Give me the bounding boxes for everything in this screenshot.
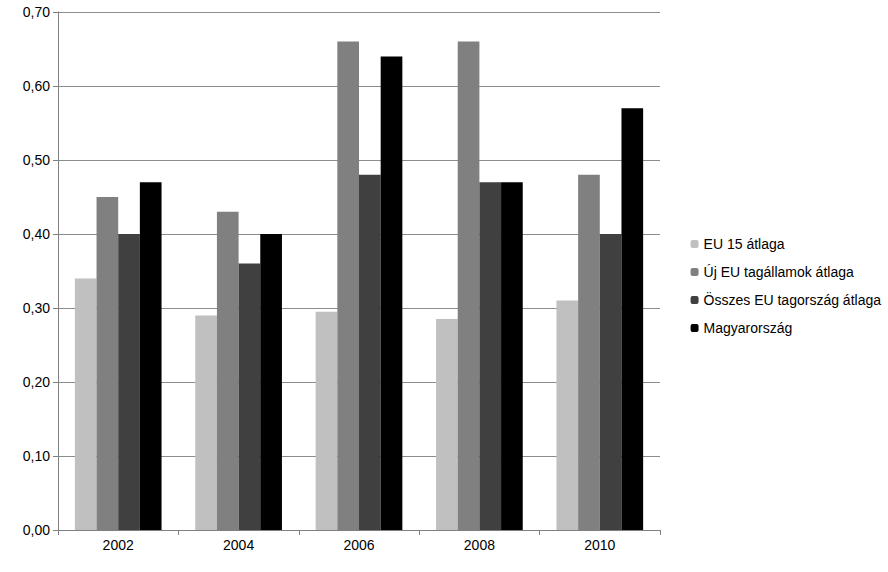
svg-text:0,30: 0,30 — [23, 300, 50, 316]
svg-text:0,70: 0,70 — [23, 4, 50, 20]
svg-text:0,50: 0,50 — [23, 152, 50, 168]
svg-text:Összes EU tagország átlaga: Összes EU tagország átlaga — [704, 291, 882, 308]
svg-text:0,60: 0,60 — [23, 78, 50, 94]
svg-text:2004: 2004 — [223, 537, 254, 553]
svg-text:2002: 2002 — [103, 537, 134, 553]
svg-text:Új EU tagállamok átlaga: Új EU tagállamok átlaga — [704, 264, 854, 280]
svg-text:0,10: 0,10 — [23, 448, 50, 464]
svg-text:0,00: 0,00 — [23, 522, 50, 538]
svg-text:Magyarország: Magyarország — [704, 320, 793, 336]
svg-text:2006: 2006 — [343, 537, 374, 553]
svg-text:0,20: 0,20 — [23, 374, 50, 390]
svg-text:0,40: 0,40 — [23, 226, 50, 242]
svg-text:2008: 2008 — [464, 537, 495, 553]
svg-text:2010: 2010 — [584, 537, 615, 553]
svg-text:EU 15 átlaga: EU 15 átlaga — [704, 236, 785, 252]
